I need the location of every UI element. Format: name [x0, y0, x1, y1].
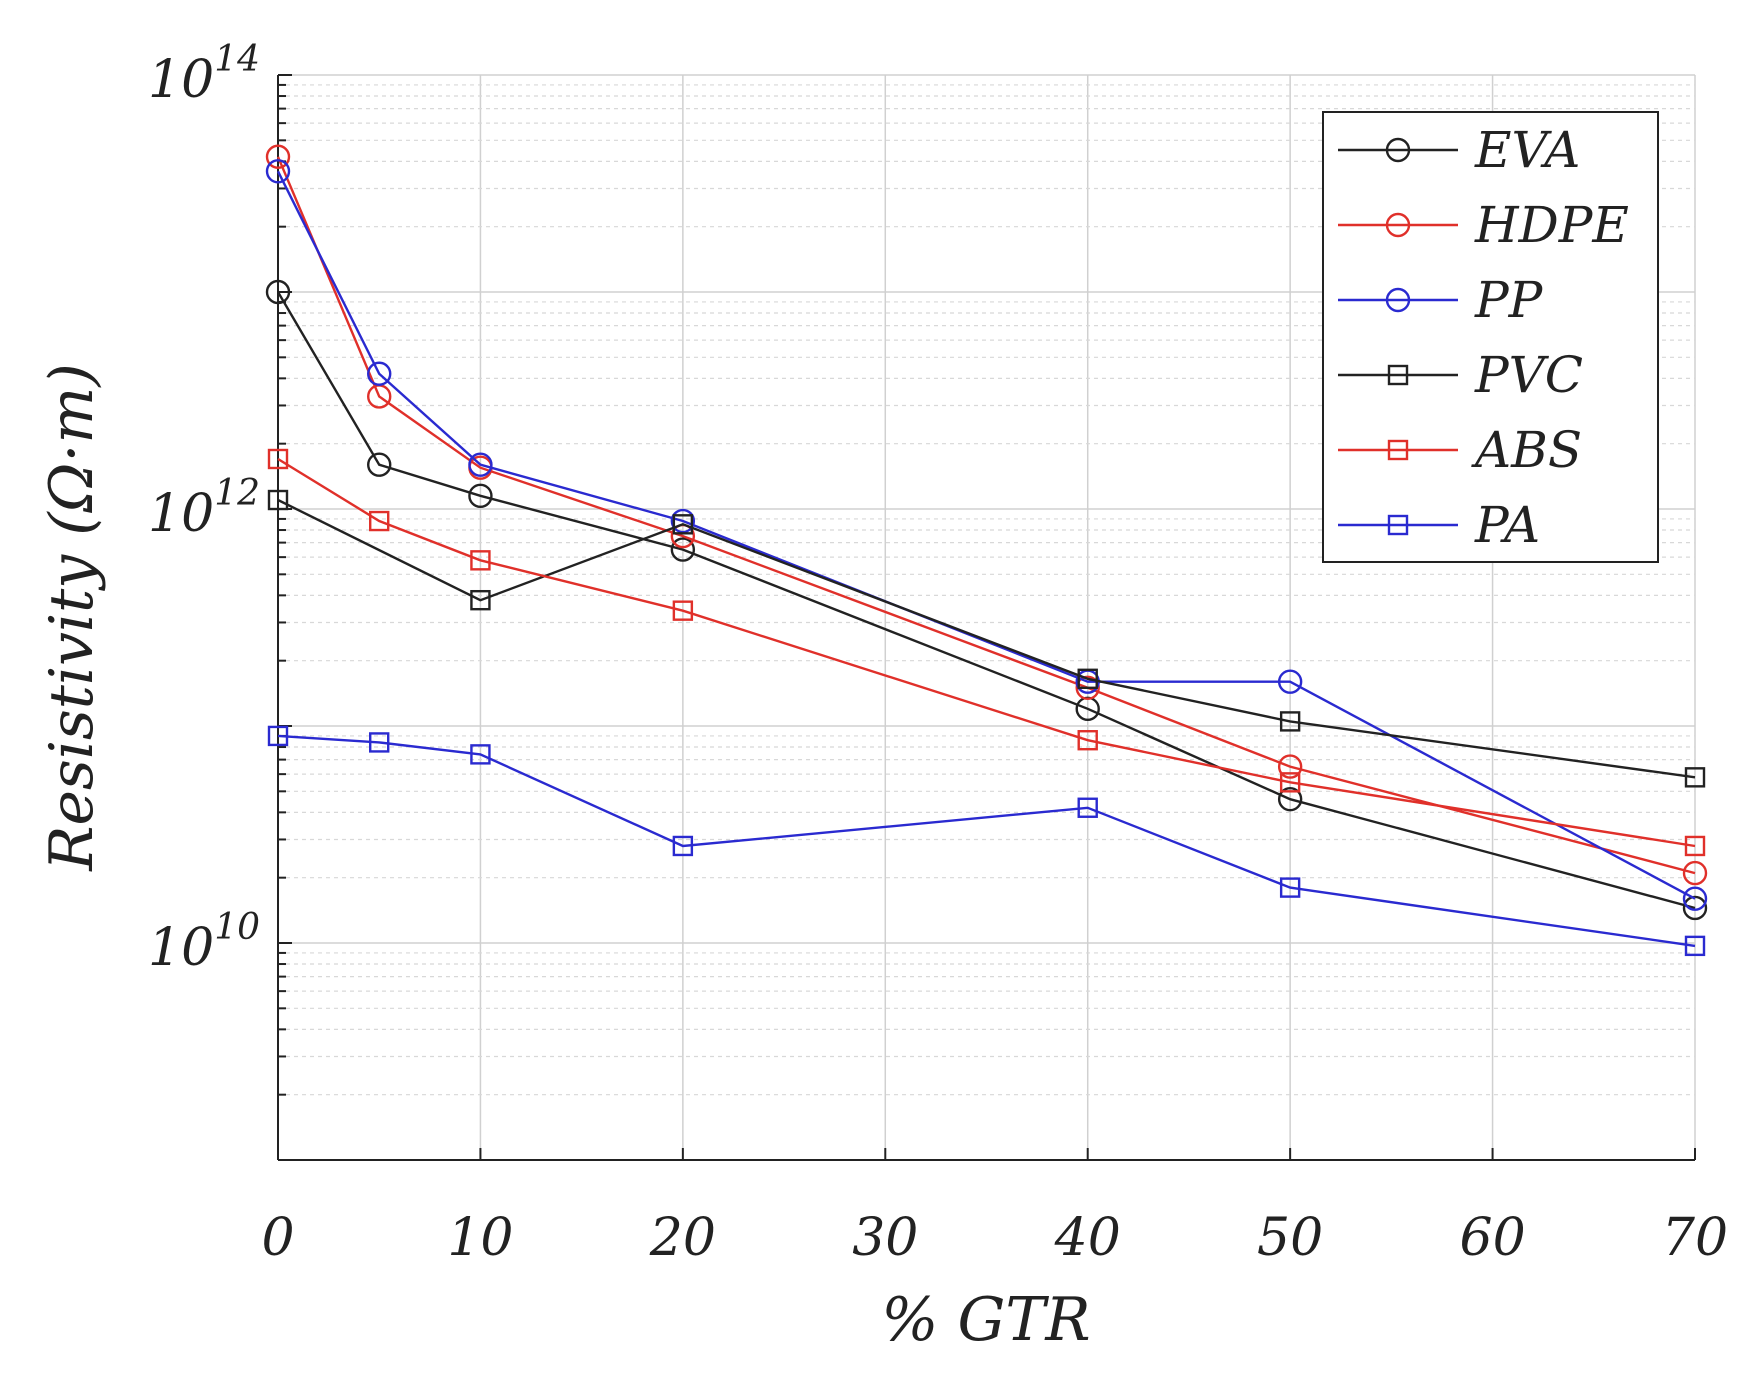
data-point-pvc	[1279, 711, 1301, 732]
legend: EVA HDPE PP PVC ABS PA	[1322, 111, 1659, 563]
x-tick-label: 60	[1459, 1208, 1525, 1268]
legend-marker	[1385, 137, 1411, 163]
series-abs	[267, 448, 1706, 857]
legend-entry-hdpe: HDPE	[1338, 196, 1629, 254]
data-point-eva	[1682, 895, 1708, 921]
data-point-pvc	[672, 514, 694, 535]
data-point-abs	[672, 600, 694, 621]
series-line-pa	[277, 734, 1696, 948]
series-pa	[267, 725, 1706, 957]
series	[265, 144, 1708, 957]
series-line-pvc	[277, 498, 1696, 779]
legend-label: ABS	[1471, 421, 1582, 479]
legend-marker	[1387, 364, 1409, 386]
data-point-pa	[1684, 935, 1706, 957]
data-point-abs	[470, 550, 491, 571]
x-tick-label: 30	[852, 1208, 918, 1268]
y-tick-label-base: 10	[148, 918, 214, 978]
data-point-hdpe	[1682, 860, 1708, 886]
data-point-eva	[265, 279, 291, 305]
axes	[277, 74, 1696, 1161]
data-point-pp	[367, 361, 392, 386]
legend-label: PA	[1474, 496, 1540, 554]
legend-entry-eva: EVA	[1338, 121, 1580, 179]
x-tick-label: 10	[447, 1208, 513, 1268]
data-point-abs	[369, 510, 390, 532]
data-point-pa	[1077, 797, 1098, 818]
data-point-pvc	[1077, 668, 1098, 690]
data-point-abs	[1684, 835, 1706, 857]
data-point-pp	[1682, 886, 1708, 911]
series-line-abs	[277, 457, 1696, 848]
y-axis-title: Resistivity (Ω·m)	[37, 363, 107, 871]
data-point-pp	[670, 508, 696, 534]
y-tick-label-base: 10	[148, 484, 214, 544]
legend-box	[1322, 111, 1659, 563]
y-tick-label-exponent: 14	[214, 39, 260, 80]
legend-label: PVC	[1474, 346, 1583, 404]
y-tick-label-exponent: 12	[214, 473, 260, 514]
x-tick-label: 40	[1054, 1208, 1121, 1268]
data-point-eva	[670, 537, 696, 562]
x-axis-title: % GTR	[881, 1285, 1090, 1355]
data-point-pvc	[470, 589, 491, 611]
data-point-hdpe	[265, 144, 291, 169]
data-point-eva	[1277, 786, 1303, 812]
data-point-pp	[1277, 669, 1303, 694]
x-tick-label: 0	[261, 1208, 294, 1268]
data-point-abs	[1279, 772, 1301, 793]
x-tick-label: 20	[649, 1208, 716, 1268]
data-point-pa	[1279, 877, 1301, 898]
data-point-pa	[267, 725, 289, 747]
series-pvc	[267, 489, 1706, 788]
legend-entry-pp: PP	[1338, 271, 1544, 329]
x-tick-label: 70	[1662, 1208, 1728, 1268]
data-point-hdpe	[1277, 754, 1303, 779]
legend-marker	[1385, 212, 1411, 238]
legend-entry-pvc: PVC	[1338, 346, 1583, 404]
series-eva	[265, 279, 1708, 921]
series-line-pp	[276, 170, 1696, 900]
legend-label: PP	[1474, 271, 1544, 329]
y-tick-label: 1014	[148, 39, 260, 110]
legend-label: EVA	[1474, 121, 1580, 179]
y-tick-label: 1012	[148, 473, 260, 544]
data-point-pa	[470, 744, 491, 765]
y-tick-label-base: 10	[148, 50, 214, 110]
data-point-eva	[468, 483, 493, 509]
y-tick-label: 1010	[148, 907, 260, 978]
series-pp	[265, 159, 1708, 911]
legend-entry-abs: ABS	[1338, 421, 1582, 479]
data-point-pp	[468, 452, 493, 477]
y-tick-label-exponent: 10	[214, 907, 260, 948]
legend-label: HDPE	[1474, 196, 1629, 254]
data-point-abs	[267, 448, 289, 470]
x-tick-label: 50	[1257, 1208, 1323, 1268]
series-line-eva	[276, 291, 1696, 910]
data-point-hdpe	[1075, 675, 1100, 700]
data-point-abs	[1077, 730, 1098, 751]
data-point-pa	[369, 732, 390, 753]
legend-entry-pa: PA	[1338, 496, 1540, 554]
series-line-hdpe	[276, 156, 1696, 875]
data-point-pvc	[1684, 767, 1706, 788]
data-point-eva	[367, 452, 392, 477]
legend-marker	[1385, 287, 1411, 313]
legend-marker	[1387, 514, 1409, 536]
legend-marker	[1387, 439, 1409, 461]
data-point-pp	[265, 159, 291, 184]
data-point-pvc	[267, 489, 289, 511]
data-point-pa	[672, 835, 694, 857]
